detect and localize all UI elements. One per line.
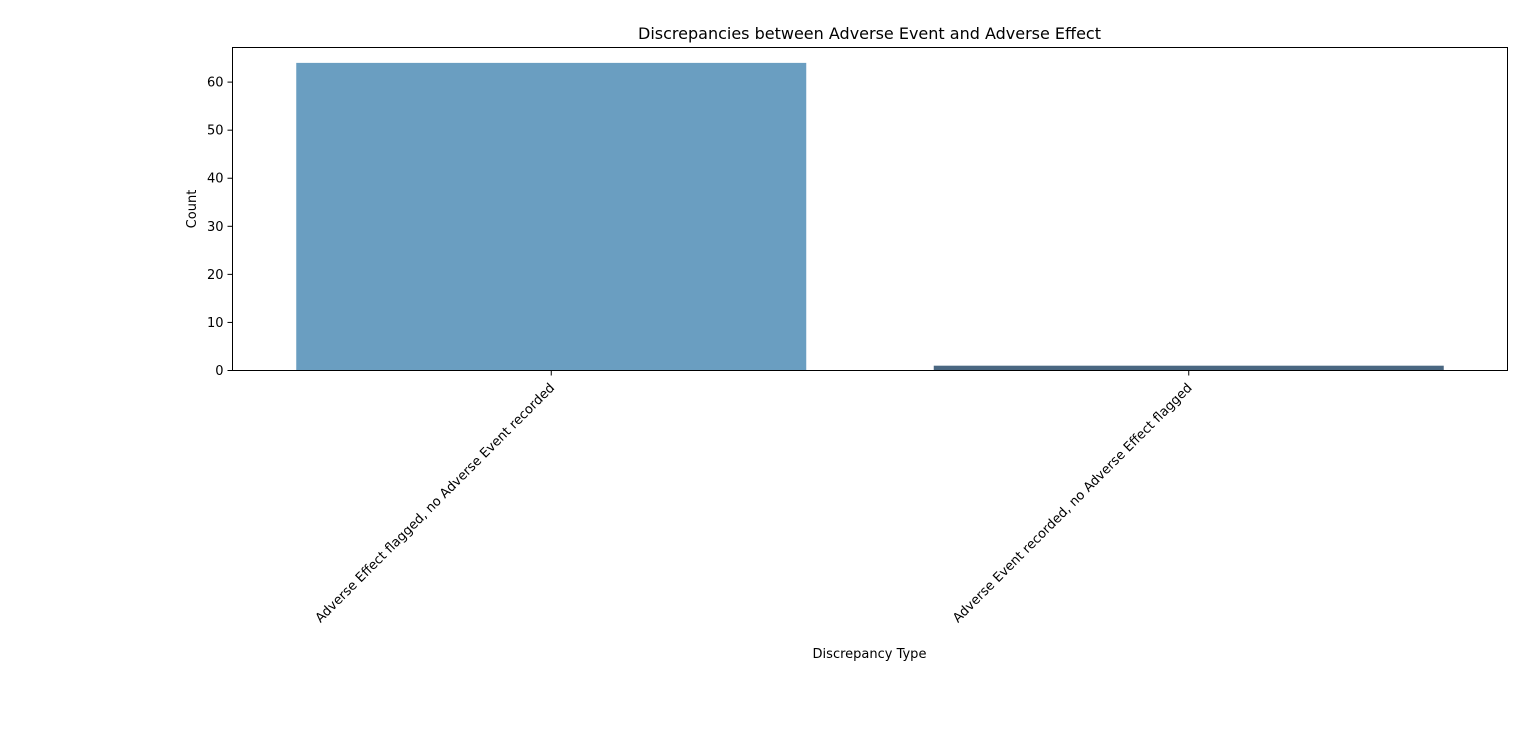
x-axis-label: Discrepancy Type (813, 647, 927, 662)
y-tick-label-10: 10 (207, 316, 224, 331)
y-axis-ticks: 0 10 20 30 40 50 60 (207, 76, 233, 379)
bar-1 (296, 62, 807, 371)
chart-title: Discrepancies between Adverse Event and … (638, 24, 1101, 43)
y-tick-label-60: 60 (207, 76, 224, 91)
y-axis-label: Count (185, 190, 200, 229)
plot-area-frame (232, 47, 1508, 371)
y-tick-label-40: 40 (207, 172, 224, 187)
y-tick-label-20: 20 (207, 268, 224, 283)
bar-2 (933, 365, 1444, 371)
y-tick-label-50: 50 (207, 124, 224, 139)
y-tick-label-30: 30 (207, 220, 224, 235)
bars-group (296, 62, 1444, 371)
y-tick-label-0: 0 (215, 364, 223, 379)
